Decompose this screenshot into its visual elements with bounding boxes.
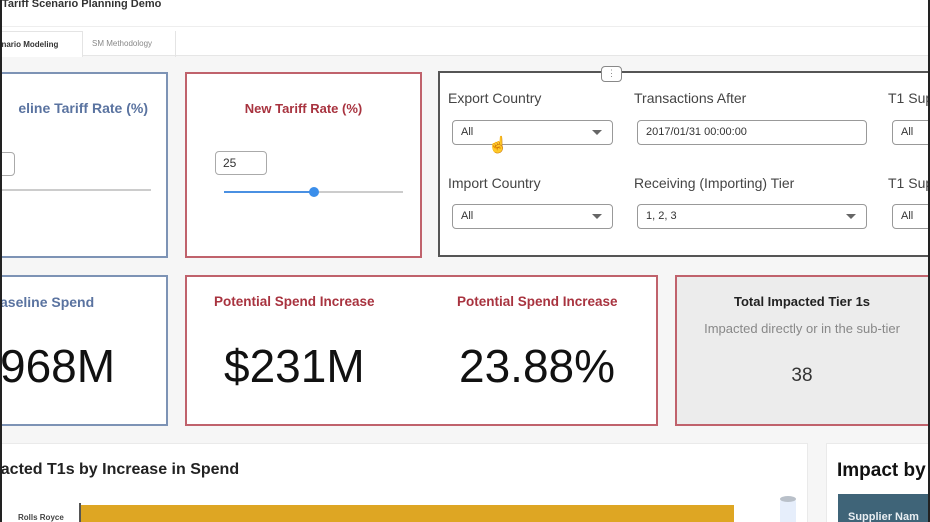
t1-supplier-label-b: T1 Sup bbox=[888, 175, 930, 191]
transactions-after-label: Transactions After bbox=[634, 90, 747, 106]
baseline-tariff-rate-slider[interactable] bbox=[0, 189, 151, 191]
new-tariff-rate-input[interactable]: 25 bbox=[215, 151, 267, 175]
column-header-supplier-name[interactable]: Supplier Nam bbox=[848, 511, 919, 522]
impact-table-title: Impact by bbox=[837, 460, 926, 481]
filters-panel: ⋮ Export Country All Transactions After … bbox=[438, 66, 930, 257]
chart-title: pacted T1s by Increase in Spend bbox=[0, 461, 240, 478]
impacted-tier1-title: Total Impacted Tier 1s bbox=[733, 294, 871, 309]
spend-increase-abs-title: Potential Spend Increase bbox=[214, 294, 375, 309]
receiving-tier-select[interactable]: 1, 2, 3 bbox=[637, 204, 867, 229]
title-bar: Tariff Scenario Planning Demo bbox=[0, 0, 930, 26]
new-tariff-rate-title: New Tariff Rate (%) bbox=[244, 101, 363, 116]
spend-increase-pct-title: Potential Spend Increase bbox=[457, 294, 618, 309]
baseline-tariff-rate-title: eline Tariff Rate (%) bbox=[18, 100, 148, 116]
impact-table-header: Supplier Nam bbox=[838, 494, 930, 522]
export-country-label: Export Country bbox=[448, 90, 542, 106]
import-country-select[interactable]: All bbox=[452, 204, 613, 229]
slider-fill bbox=[224, 191, 314, 193]
baseline-tariff-rate-input[interactable] bbox=[0, 152, 15, 176]
tab-bar: enario Modeling SM Methodology bbox=[0, 26, 930, 57]
import-country-label: Import Country bbox=[448, 175, 541, 191]
export-country-select[interactable]: All bbox=[452, 120, 613, 145]
baseline-tariff-rate-card: eline Tariff Rate (%) bbox=[0, 72, 168, 258]
impact-table-panel: Impact by Supplier Nam bbox=[826, 443, 930, 522]
spend-increase-abs-value: $231M bbox=[224, 340, 365, 392]
chart-y-axis bbox=[79, 503, 81, 522]
receiving-tier-value: 1, 2, 3 bbox=[646, 210, 677, 222]
scrollbar-handle[interactable] bbox=[780, 496, 796, 502]
chevron-down-icon bbox=[846, 214, 856, 219]
chevron-down-icon bbox=[592, 214, 602, 219]
app-title: Tariff Scenario Planning Demo bbox=[2, 0, 162, 10]
hand-cursor-icon: ☝ bbox=[488, 137, 508, 154]
chevron-down-icon bbox=[592, 130, 602, 135]
spend-increase-card: Potential Spend Increase $231M Potential… bbox=[185, 275, 658, 426]
import-country-value: All bbox=[461, 210, 474, 222]
baseline-spend-value: 968M bbox=[0, 340, 116, 392]
new-tariff-rate-slider[interactable] bbox=[224, 187, 403, 197]
impacted-tier1-card: Total Impacted Tier 1s Impacted directly… bbox=[675, 275, 930, 426]
impacted-tier1-value: 38 bbox=[791, 365, 813, 386]
baseline-spend-title: aseline Spend bbox=[0, 294, 95, 310]
tab-scenario-modeling[interactable]: enario Modeling bbox=[0, 31, 83, 57]
t1-supplier-select-a[interactable]: All bbox=[892, 120, 930, 145]
export-country-value: All bbox=[461, 126, 474, 138]
transactions-after-input[interactable]: 2017/01/31 00:00:00 bbox=[637, 120, 867, 145]
window-edge-left bbox=[0, 0, 2, 522]
chart-bar-rolls-royce[interactable] bbox=[81, 505, 734, 522]
slider-thumb[interactable] bbox=[309, 187, 319, 197]
window-edge-right bbox=[928, 0, 930, 522]
spend-increase-pct-value: 23.88% bbox=[459, 340, 616, 392]
chart-scrollbar[interactable] bbox=[780, 496, 796, 522]
receiving-tier-label: Receiving (Importing) Tier bbox=[634, 175, 795, 191]
impacted-t1-chart-panel: pacted T1s by Increase in Spend Rolls Ro… bbox=[0, 443, 808, 522]
baseline-spend-card: aseline Spend 968M bbox=[0, 275, 168, 426]
drag-handle-icon[interactable]: ⋮ bbox=[601, 66, 622, 82]
tab-sm-methodology[interactable]: SM Methodology bbox=[84, 31, 176, 57]
t1-supplier-label-a: T1 Sup bbox=[888, 90, 930, 106]
impacted-tier1-subtitle: Impacted directly or in the sub-tier bbox=[704, 321, 900, 336]
new-tariff-rate-card: New Tariff Rate (%) 25 bbox=[185, 72, 422, 258]
t1-supplier-select-b[interactable]: All bbox=[892, 204, 930, 229]
chart-category-label: Rolls Royce bbox=[18, 513, 64, 522]
